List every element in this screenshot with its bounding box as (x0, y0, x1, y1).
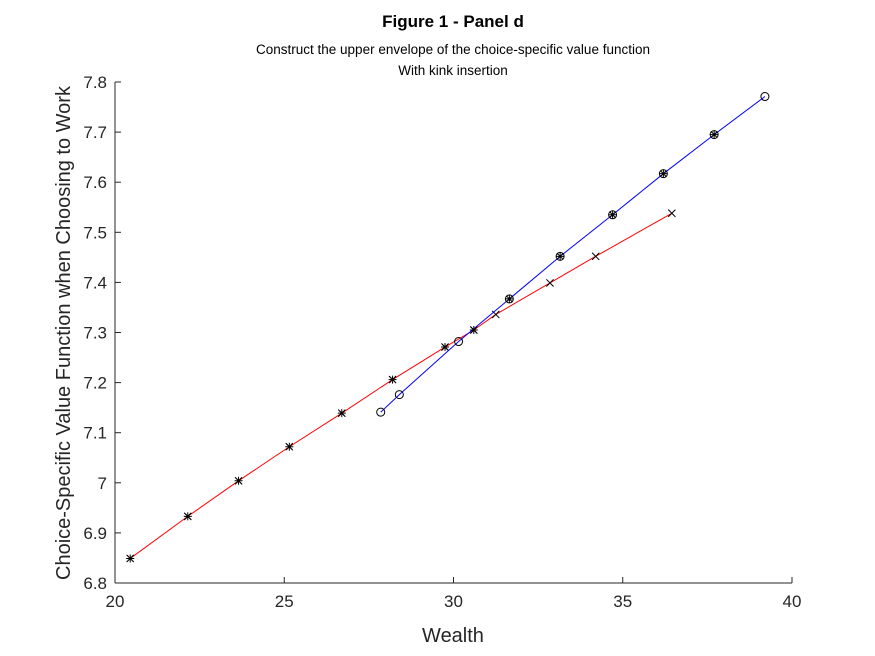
series-layer (126, 92, 770, 563)
y-tick-label: 6.8 (83, 574, 107, 593)
y-tick-label: 7.7 (83, 123, 107, 142)
star-marker (608, 210, 617, 219)
x-tick-label: 20 (106, 592, 125, 611)
x-marker (591, 252, 600, 261)
series-1 (376, 92, 770, 417)
y-tick-label: 7.5 (83, 223, 107, 242)
y-tick-label: 7.6 (83, 173, 107, 192)
star-marker (441, 343, 450, 352)
y-tick-label: 7 (98, 474, 107, 493)
chart-subtitle-line-1: Construct the upper envelope of the choi… (256, 42, 650, 57)
y-tick-label: 7.8 (83, 73, 107, 92)
circle-marker (376, 407, 386, 417)
chart-subtitle-line-2: With kink insertion (398, 63, 508, 78)
y-tick-label: 7.3 (83, 324, 107, 343)
x-tick-label: 25 (275, 592, 294, 611)
star-marker (469, 325, 478, 334)
series-2 (126, 130, 719, 563)
star-marker (337, 409, 346, 418)
series-line (380, 96, 766, 413)
circle-marker (760, 92, 770, 102)
y-tick-label: 7.2 (83, 374, 107, 393)
series-line (129, 212, 673, 559)
x-tick-label: 30 (444, 592, 463, 611)
circle-marker (394, 390, 404, 400)
y-tick-label: 7.1 (83, 424, 107, 443)
circle-marker (454, 337, 464, 347)
star-marker (505, 294, 514, 303)
star-marker (126, 554, 135, 563)
x-marker (546, 278, 554, 287)
chart-title: Figure 1 - Panel d (382, 12, 524, 31)
star-marker (183, 512, 192, 521)
star-marker (556, 252, 565, 261)
x-axis-label: Wealth (422, 625, 484, 647)
star-marker (234, 476, 243, 485)
star-marker (659, 169, 668, 178)
y-axis-label: Choice-Specific Value Function when Choo… (53, 85, 75, 580)
axes-layer: 20 25 30 35 40 6.8 6.9 7 7.1 7.2 7.3 7.4 7.5 7.6 7.7 7.… (83, 73, 801, 611)
star-marker (388, 375, 397, 384)
x-tick-label: 40 (783, 592, 802, 611)
star-marker (710, 130, 719, 139)
series-0 (126, 209, 676, 563)
x-marker (667, 209, 676, 218)
x-tick-label: 35 (613, 592, 632, 611)
y-tick-label: 7.4 (83, 273, 107, 292)
y-tick-label: 6.9 (83, 524, 107, 543)
star-marker (285, 442, 294, 451)
